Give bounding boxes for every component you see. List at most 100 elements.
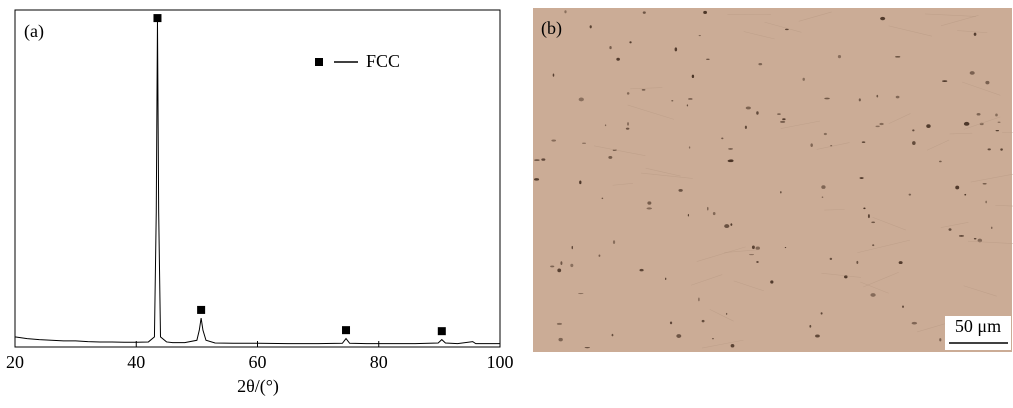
pore xyxy=(534,178,539,181)
pore xyxy=(863,208,865,210)
pore xyxy=(689,146,690,148)
pore xyxy=(726,313,727,315)
micrograph xyxy=(533,8,1013,352)
pore xyxy=(756,261,759,263)
pore xyxy=(758,63,762,65)
pore xyxy=(876,126,880,127)
pore xyxy=(996,130,1000,131)
panel-label: (b) xyxy=(541,18,562,39)
pore xyxy=(777,113,781,115)
pore xyxy=(991,227,993,229)
pore xyxy=(838,55,841,58)
pore xyxy=(859,98,861,101)
peak-marker xyxy=(342,326,350,334)
pore xyxy=(955,186,959,190)
pore xyxy=(785,247,786,248)
pore xyxy=(582,143,586,144)
pore xyxy=(879,123,883,125)
pore xyxy=(579,180,581,184)
pore xyxy=(703,11,707,14)
pore xyxy=(688,98,692,99)
x-axis-label: 2θ/(°) xyxy=(237,376,279,397)
pore xyxy=(752,245,755,249)
pore xyxy=(809,325,811,328)
pore xyxy=(939,338,941,341)
pore xyxy=(822,197,824,198)
pore xyxy=(534,159,540,161)
pore xyxy=(815,335,820,338)
x-tick-label: 100 xyxy=(487,352,514,372)
peak-marker xyxy=(438,327,446,335)
pore xyxy=(964,122,970,126)
pore xyxy=(599,254,601,256)
pore xyxy=(856,261,858,264)
pore xyxy=(939,161,942,163)
pore xyxy=(613,240,615,244)
pore xyxy=(729,159,734,162)
pore xyxy=(942,80,947,82)
pore xyxy=(896,96,900,99)
pore xyxy=(860,177,864,179)
pore xyxy=(731,344,735,348)
pore xyxy=(612,334,614,337)
pore xyxy=(553,73,555,76)
pore xyxy=(602,198,604,199)
pore xyxy=(692,75,694,78)
pore xyxy=(616,58,620,61)
pore xyxy=(550,265,554,267)
pore xyxy=(862,141,866,143)
pore xyxy=(821,312,823,314)
pore xyxy=(676,334,681,338)
xrd-line xyxy=(15,20,500,344)
pore xyxy=(803,78,805,81)
pore xyxy=(912,141,916,145)
pore xyxy=(639,269,643,272)
pore xyxy=(985,201,987,204)
pore xyxy=(912,322,917,325)
scale-bar-label: 50 μm xyxy=(955,316,1001,336)
pore xyxy=(810,143,812,147)
pore xyxy=(948,228,951,231)
pore xyxy=(572,246,573,249)
pore xyxy=(746,107,751,110)
pore xyxy=(670,321,672,324)
pore xyxy=(688,214,689,217)
pore xyxy=(926,124,930,128)
pore xyxy=(557,323,562,325)
pore xyxy=(909,194,911,196)
x-tick-label: 20 xyxy=(6,352,24,372)
pore xyxy=(724,224,729,228)
pore xyxy=(998,122,1001,123)
pore xyxy=(629,41,631,43)
pore xyxy=(609,46,611,49)
pore xyxy=(983,183,987,184)
pore xyxy=(706,59,710,60)
pore xyxy=(782,118,785,120)
pore xyxy=(959,235,964,237)
x-tick-label: 40 xyxy=(127,352,145,372)
pore xyxy=(557,268,561,272)
pore xyxy=(988,148,991,150)
pore xyxy=(626,128,629,130)
micrograph-background xyxy=(533,8,1012,352)
pore xyxy=(570,264,573,267)
pore xyxy=(780,191,782,193)
pore xyxy=(880,17,885,20)
pore xyxy=(899,261,903,264)
pore xyxy=(902,306,904,308)
pore xyxy=(541,158,545,160)
pore xyxy=(912,129,914,131)
pore xyxy=(1000,148,1003,150)
pore xyxy=(728,148,733,150)
pore xyxy=(707,207,708,211)
pore xyxy=(974,238,977,239)
pore xyxy=(870,293,875,297)
pore xyxy=(770,280,773,283)
pore xyxy=(824,133,827,135)
pore xyxy=(699,35,701,36)
pore xyxy=(558,338,562,341)
pore xyxy=(821,185,825,189)
pore xyxy=(605,124,606,126)
legend-label: FCC xyxy=(366,51,400,71)
pore xyxy=(712,338,714,339)
